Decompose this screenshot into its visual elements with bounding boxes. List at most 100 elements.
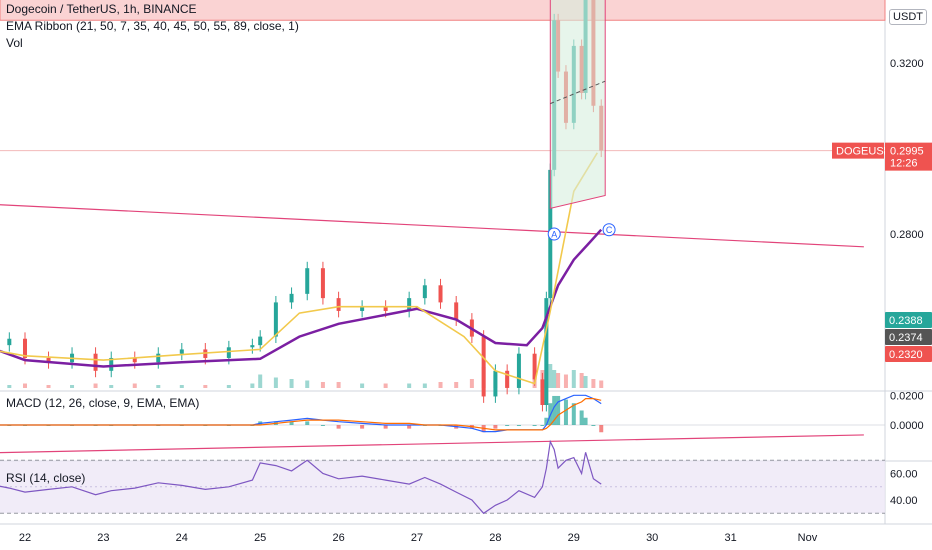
trend-tag-c: 0.2320 [889,349,923,361]
volume-bar [583,376,588,388]
time-tick-label: 25 [254,532,266,544]
volume-bar [591,379,596,388]
ema-tag-b: 0.2374 [889,332,923,344]
time-tick-label: 28 [489,532,501,544]
volume-bar [336,382,341,388]
macd-histogram-bar [407,425,412,429]
grid [0,0,932,525]
candle-body [336,298,341,311]
candle-body [544,298,549,405]
volume-bar [23,383,27,388]
volume-bar [258,374,263,388]
price-tick-label: 0.3200 [890,58,924,70]
candle-body [360,306,365,311]
ema-fast-line [0,152,598,385]
resistance-zone-layer [0,0,886,454]
symbol-title[interactable]: Dogecoin / TetherUS, 1h, BINANCE [6,2,197,16]
time-tick-label: 26 [332,532,344,544]
candle-body [505,370,510,388]
rsi-tick-label: 60.00 [890,469,918,481]
symbol-tag-bg [832,142,884,159]
volume-bar [548,364,553,388]
ema-ribbon-label[interactable]: EMA Ribbon (21, 50, 7, 35, 40, 45, 50, 5… [6,19,299,33]
ema-tag-a-bg [885,312,932,328]
volume-bar [250,383,255,388]
time-tick-label: 23 [97,532,109,544]
drawing-tools[interactable]: ABC [547,0,616,241]
candle-body [7,338,12,346]
volume-bar [552,370,557,388]
volume-bar [579,373,584,388]
time-tick-label: 29 [568,532,580,544]
volume-bar [360,383,365,388]
candle-body [383,306,388,311]
rsi-tick-label: 40.00 [890,495,918,507]
macd-histogram-bar [571,403,576,425]
time-tick-label: 27 [411,532,423,544]
macd-histogram-bar [532,425,537,426]
ema-tag-b-bg [885,329,932,345]
macd-histogram-bar [493,425,498,429]
candle-body [156,353,161,363]
macd-histogram-bar [383,425,388,429]
wedge-midline [550,80,606,105]
last-price-tag-bg [885,142,932,171]
countdown-tag: 12:26 [890,158,918,170]
candle-body [438,285,443,303]
candle-body [273,302,278,337]
time-tick-label: 24 [176,532,188,544]
candle-body [422,285,427,299]
ema-tag-a: 0.2388 [889,315,923,327]
price-lines [0,0,604,412]
wedge-pattern [549,0,606,210]
candle-body [132,357,137,363]
macd-label[interactable]: MACD (12, 26, close, 9, EMA, EMA) [6,396,200,410]
macd-histogram-bar [336,425,341,429]
rsi-line [0,439,602,515]
macd-tick-label: 0.0200 [890,390,924,402]
candle-body [540,379,545,405]
macd-pane [0,394,885,433]
candle-body [320,268,325,299]
trendline-1 [0,204,864,248]
candle-body [46,357,51,363]
macd-histogram-bar [540,425,545,426]
volume-bar [563,374,568,388]
ema-slow-line [0,228,603,368]
macd-histogram-bar [591,425,596,426]
volume-bar [156,385,161,388]
candle-body [454,302,459,320]
candle-body [493,370,498,397]
candle-body [250,345,255,348]
volume-bar [132,383,137,388]
signal-line [0,398,602,431]
trendline-2 [0,434,864,454]
volume-bars [7,352,604,388]
volume-bar [93,383,98,388]
rsi-label[interactable]: RSI (14, close) [6,471,86,485]
volume-bar [46,385,51,388]
volume-bar [109,385,114,388]
macd-histogram-bar [289,421,294,425]
candle-body [93,353,98,371]
resistance-zone [0,0,886,21]
currency-badge[interactable]: USDT [889,9,927,25]
volume-bar [454,382,459,388]
volume-bar [203,385,208,388]
volume-label[interactable]: Vol [6,36,23,50]
volume-bar [556,373,561,388]
volume-bar [179,385,184,388]
time-tick-label: 30 [646,532,658,544]
macd-histogram-bar [516,425,521,426]
macd-histogram-bar [320,425,325,426]
time-tick-label: 31 [724,532,736,544]
volume-bar [438,382,443,388]
time-tick-label: Nov [798,532,818,544]
volume-bar [7,385,12,388]
annotation-label-a: A [551,230,557,240]
volume-bar [599,380,604,388]
volume-bar [289,379,294,388]
rsi-band [0,460,885,514]
candle-body [179,349,184,354]
